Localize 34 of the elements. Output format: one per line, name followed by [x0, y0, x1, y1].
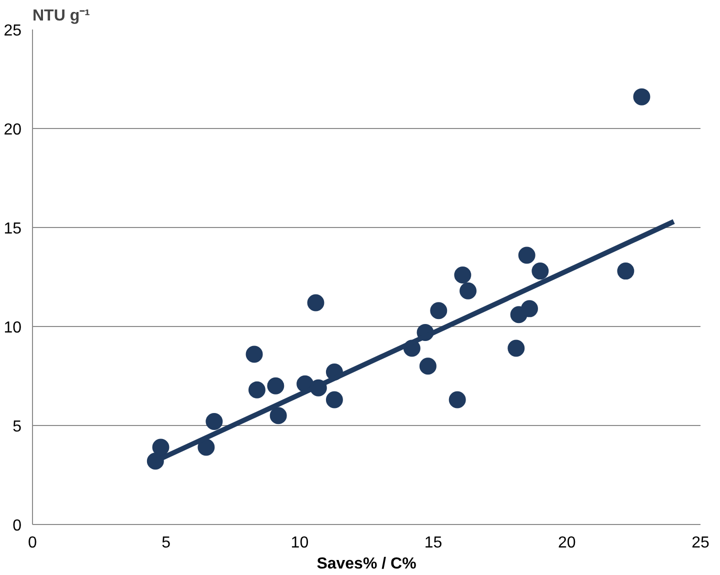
point — [430, 302, 448, 320]
x-tick-label: 10 — [290, 534, 309, 552]
point — [206, 413, 223, 430]
point — [633, 88, 650, 106]
point — [448, 391, 466, 408]
point — [326, 391, 343, 408]
point — [508, 340, 525, 357]
point — [460, 282, 477, 300]
point — [248, 381, 266, 398]
y-tick-label: 10 — [4, 320, 22, 336]
point — [419, 358, 436, 375]
point — [198, 438, 215, 456]
point — [454, 266, 472, 284]
point — [246, 346, 263, 363]
point — [270, 407, 287, 424]
point — [520, 300, 538, 318]
x-tick-label: 15 — [424, 534, 442, 552]
x-tick-label: 20 — [558, 534, 576, 552]
y-axis-title: NTU g⁻¹ — [32, 8, 90, 24]
point — [152, 438, 170, 456]
y-tick-label: 5 — [12, 418, 22, 436]
y-tick-label: 20 — [4, 122, 22, 138]
x-tick-label: 0 — [28, 534, 38, 552]
y-tick-label: 25 — [4, 22, 22, 40]
x-axis-title: Saves% / C% — [316, 556, 416, 572]
point — [307, 294, 324, 312]
point — [518, 246, 536, 264]
y-tick-label: 0 — [12, 518, 22, 534]
x-tick-label: 5 — [162, 534, 171, 552]
point — [532, 262, 549, 280]
point — [267, 377, 284, 394]
point — [617, 262, 634, 280]
y-tick-label: 15 — [4, 220, 22, 238]
x-tick-label: 25 — [692, 534, 710, 552]
